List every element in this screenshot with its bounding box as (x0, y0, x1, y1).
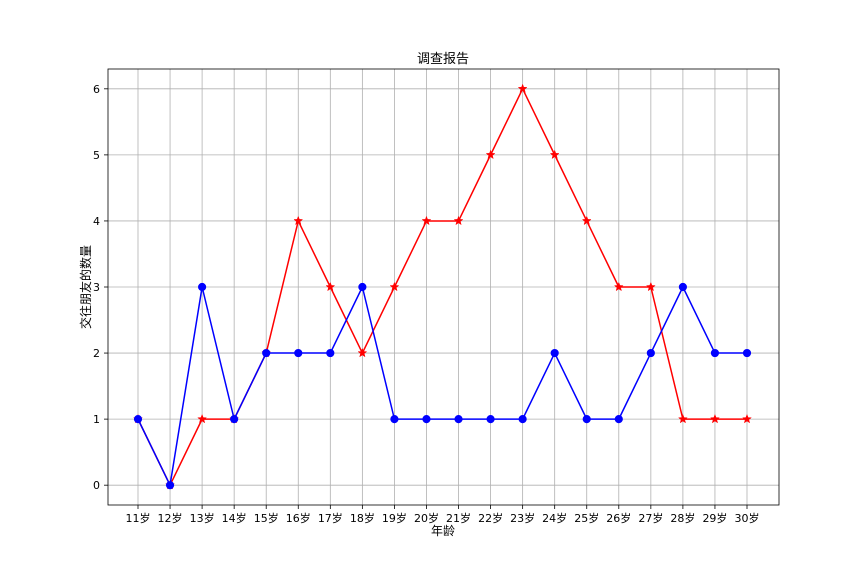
data-point (454, 415, 463, 424)
data-point (581, 215, 592, 226)
data-point (197, 413, 208, 424)
y-axis: 0 1 2 3 4 5 6 (93, 83, 108, 492)
y-tick-label: 0 (93, 479, 100, 492)
series-2 (133, 282, 752, 490)
y-tick-label: 6 (93, 83, 100, 96)
data-point (165, 481, 175, 490)
data-point (549, 149, 560, 160)
y-tick-label: 1 (93, 413, 100, 426)
data-point (582, 415, 591, 424)
x-tick-label: 26岁 (606, 511, 631, 525)
data-point (486, 415, 495, 424)
data-point (614, 415, 623, 424)
x-axis-title: 年龄 (431, 524, 455, 538)
data-point (198, 282, 207, 292)
y-tick-label: 3 (93, 281, 100, 294)
x-tick-label: 13岁 (190, 511, 215, 525)
data-point (390, 415, 399, 424)
x-tick-label: 28岁 (670, 511, 695, 525)
x-axis: 11岁 12岁 13岁 14岁 15岁 16岁 17岁 18岁 19岁 20岁 21岁 22岁 23岁 2… (126, 505, 760, 525)
data-point (422, 415, 431, 424)
x-tick-label: 29岁 (702, 511, 727, 525)
x-tick-label: 11岁 (126, 511, 151, 525)
x-tick-label: 24岁 (542, 511, 567, 525)
data-point (709, 413, 720, 424)
data-point (646, 348, 655, 358)
data-point (742, 348, 752, 358)
data-point (645, 281, 656, 292)
data-point (421, 215, 432, 226)
data-point (293, 215, 304, 226)
data-point (326, 348, 335, 358)
data-point (357, 347, 368, 358)
data-point (262, 348, 271, 358)
x-tick-label: 20岁 (414, 511, 439, 525)
x-tick-label: 16岁 (286, 511, 311, 525)
data-point (518, 415, 527, 424)
data-point (389, 281, 400, 292)
x-tick-label: 15岁 (254, 511, 279, 525)
data-point (325, 281, 336, 292)
data-point (133, 415, 143, 424)
data-point (677, 413, 688, 424)
data-point (294, 348, 303, 358)
x-tick-label: 14岁 (222, 511, 247, 525)
data-point (550, 348, 559, 358)
data-point (485, 149, 496, 160)
data-point (710, 348, 720, 358)
chart-title: 调查报告 (417, 52, 469, 67)
data-point (742, 413, 752, 424)
data-point (230, 415, 239, 424)
x-tick-label: 17岁 (318, 511, 343, 525)
y-tick-label: 5 (93, 149, 100, 162)
grid (108, 69, 779, 505)
x-tick-label: 22岁 (478, 511, 503, 525)
data-point (613, 281, 624, 292)
y-tick-label: 2 (93, 347, 100, 360)
data-point (453, 215, 464, 226)
series-layer (133, 83, 752, 490)
y-axis-title: 交往朋友的数量 (78, 245, 93, 329)
y-tick-label: 4 (93, 215, 100, 228)
x-tick-label: 19岁 (382, 511, 407, 525)
data-point (358, 282, 367, 292)
series-line (137, 286, 747, 486)
x-tick-label: 23岁 (510, 511, 535, 525)
data-point (517, 83, 528, 94)
x-tick-label: 21岁 (446, 511, 471, 525)
x-tick-label: 27岁 (638, 511, 663, 525)
x-tick-label: 30岁 (735, 511, 760, 525)
x-tick-label: 18岁 (350, 511, 375, 525)
series-1 (133, 83, 752, 490)
x-tick-label: 25岁 (574, 511, 599, 525)
data-point (678, 282, 687, 292)
x-tick-label: 12岁 (158, 511, 183, 525)
